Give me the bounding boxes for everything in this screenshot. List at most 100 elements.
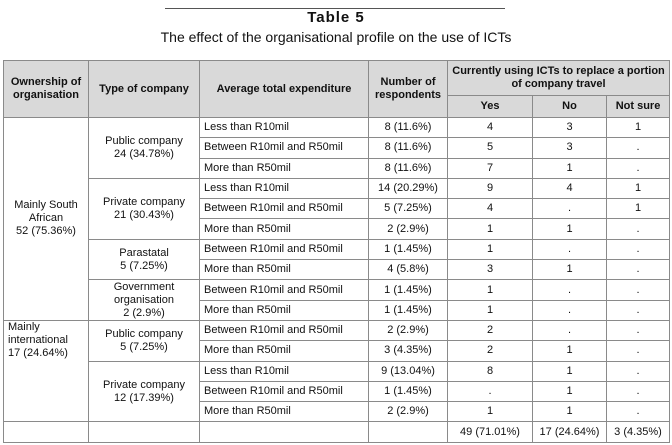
value-cell: .: [605, 238, 671, 261]
value-cell: 1: [605, 198, 671, 220]
empty-cell: [88, 421, 200, 443]
table-row: Between R10mil and R50mil 5 (7.25%) 4. 1: [4, 198, 671, 220]
label-name: Private company: [103, 195, 185, 208]
company-type-cell: Parastatal 5 (7.25%): [88, 238, 200, 281]
value-cell: 1: [532, 360, 607, 382]
expenditure-cell: Between R10mil and R50mil: [199, 137, 369, 159]
value-cell: 1: [447, 238, 533, 261]
value-cell: 1: [447, 401, 533, 423]
value-cell: 1 (1.45%): [368, 299, 448, 321]
value-cell: 4: [447, 198, 533, 220]
top-rule: [165, 8, 505, 9]
value-cell: 3: [532, 137, 607, 159]
value-cell: 1: [532, 259, 607, 281]
value-cell: .: [532, 198, 607, 220]
value-cell: 1: [532, 218, 607, 240]
value-cell: 1: [447, 218, 533, 240]
value-cell: .: [605, 360, 671, 382]
value-cell: .: [605, 218, 671, 240]
header-cell: Number of respondents: [368, 60, 448, 118]
value-cell: 1: [532, 157, 607, 179]
expenditure-cell: Less than R10mil: [199, 177, 369, 200]
company-type-cell: Private company 21 (30.43%): [88, 177, 200, 240]
header-cell: Currently using ICTs to replace a portio…: [446, 60, 671, 96]
expenditure-cell: More than R50mil: [199, 218, 369, 240]
company-type-cell: Private company 12 (17.39%): [88, 360, 200, 423]
value-cell: .: [532, 319, 607, 342]
expenditure-cell: More than R50mil: [199, 340, 369, 362]
label-name: Mainly international: [8, 320, 68, 346]
expenditure-cell: Between R10mil and R50mil: [199, 279, 369, 301]
value-cell: .: [605, 259, 671, 281]
label-share: 12 (17.39%): [114, 391, 174, 404]
table-row: More than R50mil 2 (2.9%) 1 1.: [4, 401, 671, 423]
header-cell: No: [532, 95, 607, 118]
value-cell: .: [447, 380, 533, 403]
value-cell: 2: [447, 319, 533, 342]
total-cell: 3 (4.35%): [605, 421, 671, 443]
table-subtitle: The effect of the organisational profile…: [160, 29, 512, 45]
company-type-cell: Government organisation 2 (2.9%): [88, 279, 200, 321]
value-cell: 9: [447, 177, 533, 200]
table-row: More than R50mil 8 (11.6%) 7 1.: [4, 157, 671, 179]
value-cell: .: [532, 238, 607, 261]
table-row: Private company 12 (17.39%) Less than R10m…: [4, 360, 671, 423]
label-share: 17 (24.64%): [8, 346, 68, 359]
table-row: Between R10mil and R50mil 1 (1.45%). 1.: [4, 380, 671, 403]
value-cell: 1: [532, 401, 607, 423]
value-cell: .: [605, 299, 671, 321]
value-cell: 1 (1.45%): [368, 279, 448, 301]
value-cell: 14 (20.29%): [368, 177, 448, 200]
table-row: Mainly South African 52 (75.36%) Public co…: [3, 116, 671, 321]
value-cell: 2 (2.9%): [368, 319, 448, 342]
table-row: More than R50mil 1 (1.45%) 1..: [4, 299, 671, 321]
totals-row: 49 (71.01%) 17 (24.64%) 3 (4.35%): [3, 421, 671, 443]
expenditure-cell: Less than R10mil: [199, 116, 369, 139]
expenditure-cell: More than R50mil: [199, 401, 369, 423]
label-share: 24 (34.78%): [114, 147, 174, 160]
expenditure-cell: More than R50mil: [199, 259, 369, 281]
table-row: More than R50mil 2 (2.9%) 1 1.: [4, 218, 671, 240]
value-cell: 1: [447, 279, 533, 301]
expenditure-cell: Between R10mil and R50mil: [199, 380, 369, 403]
total-cell: 17 (24.64%): [532, 421, 607, 443]
label-share: 5 (7.25%): [120, 259, 168, 272]
label-name: Mainly South African: [14, 199, 78, 225]
table-row: Mainly international 17 (24.64%) Public co…: [3, 319, 671, 423]
expenditure-cell: Less than R10mil: [199, 360, 369, 382]
value-cell: .: [605, 157, 671, 179]
value-cell: 8 (11.6%): [368, 116, 448, 139]
value-cell: .: [605, 279, 671, 301]
data-table: Ownership of organisation Type of compan…: [3, 60, 671, 443]
value-cell: 1 (1.45%): [368, 238, 448, 261]
label-name: Government organisation: [113, 280, 175, 306]
label-share: 52 (75.36%): [16, 225, 76, 238]
label-name: Parastatal: [119, 246, 169, 259]
value-cell: 2 (2.9%): [368, 218, 448, 240]
value-cell: 1: [605, 177, 671, 200]
company-type-cell: Public company 5 (7.25%): [88, 319, 200, 362]
value-cell: .: [605, 319, 671, 342]
empty-cell: [199, 421, 369, 443]
value-cell: 4: [447, 116, 533, 139]
value-cell: 1: [605, 116, 671, 139]
expenditure-cell: Between R10mil and R50mil: [199, 238, 369, 261]
header-cell: Ownership of organisation: [3, 60, 89, 118]
table-row: More than R50mil 3 (4.35%) 2 1.: [4, 340, 671, 362]
value-cell: 7: [447, 157, 533, 179]
total-cell: 49 (71.01%): [447, 421, 533, 443]
value-cell: 5 (7.25%): [368, 198, 448, 220]
value-cell: 2: [447, 340, 533, 362]
expenditure-cell: More than R50mil: [199, 157, 369, 179]
value-cell: 2 (2.9%): [368, 401, 448, 423]
header-cell: Not sure: [605, 95, 671, 118]
empty-cell: [3, 421, 89, 443]
label-name: Public company: [105, 134, 183, 147]
header-cell: Yes: [447, 95, 533, 118]
label-name: Private company: [103, 378, 185, 391]
value-cell: 4: [532, 177, 607, 200]
empty-cell: [368, 421, 448, 443]
header-cell: Type of company: [88, 60, 200, 118]
table-title: Table 5: [307, 9, 365, 26]
value-cell: 3 (4.35%): [368, 340, 448, 362]
